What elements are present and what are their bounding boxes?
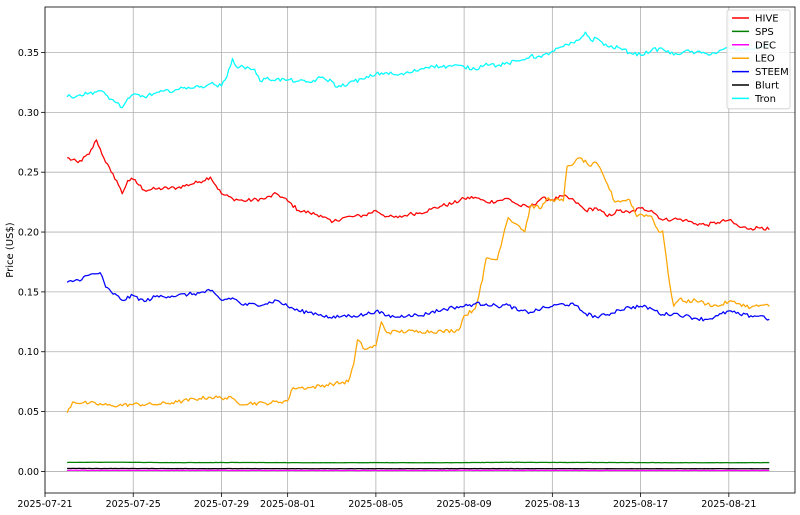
- series-lines: [66, 31, 770, 472]
- series-line-hive: [67, 139, 770, 231]
- plot-background: [45, 7, 795, 493]
- x-tick-label: 2025-07-25: [106, 499, 161, 510]
- y-tick-label: 0.00: [18, 467, 39, 478]
- legend-label: STEEM: [755, 67, 789, 78]
- series-line-leo: [66, 157, 770, 414]
- legend-box: [726, 9, 791, 110]
- legend-label: DEC: [755, 40, 776, 51]
- x-tick-label: 2025-08-05: [348, 499, 403, 510]
- legend-label: Tron: [754, 94, 776, 105]
- x-tick-label: 2025-08-13: [525, 499, 580, 510]
- x-tick-label: 2025-08-01: [260, 499, 315, 510]
- y-tick-label: 0.25: [18, 168, 39, 179]
- y-tick-label: 0.35: [18, 48, 39, 59]
- legend-label: Blurt: [755, 81, 779, 92]
- x-tick-label: 2025-07-29: [194, 499, 249, 510]
- legend-label: HIVE: [755, 14, 779, 25]
- legend-label: SPS: [755, 27, 774, 38]
- y-tick-label: 0.30: [18, 108, 39, 119]
- legend-label: LEO: [755, 54, 775, 65]
- y-tick-label: 0.20: [18, 228, 39, 239]
- y-tick-label: 0.10: [18, 347, 39, 358]
- grid: [44, 7, 795, 493]
- x-axis: 2025-07-21 2025-07-25 2025-07-29 2025-08-01…: [17, 493, 756, 510]
- y-tick-label: 0.05: [18, 407, 39, 418]
- y-tick-label: 0.15: [18, 287, 39, 298]
- x-tick-label: 2025-08-21: [701, 499, 756, 510]
- legend: HIVE SPS DEC LEO STEEM Blurt Tron: [726, 9, 791, 110]
- series-line-sps: [67, 461, 770, 464]
- x-tick-label: 2025-07-21: [17, 499, 72, 510]
- x-tick-label: 2025-08-17: [613, 499, 668, 510]
- plot-frame: [44, 6, 796, 494]
- series-line-steem: [66, 272, 770, 322]
- y-axis: 0.00 0.05 0.10 0.15 0.20 0.25 0.30 0.35: [18, 48, 45, 478]
- y-axis-title: Price (US$): [5, 222, 16, 278]
- series-line-tron: [66, 31, 770, 109]
- x-tick-label: 2025-08-09: [437, 499, 492, 510]
